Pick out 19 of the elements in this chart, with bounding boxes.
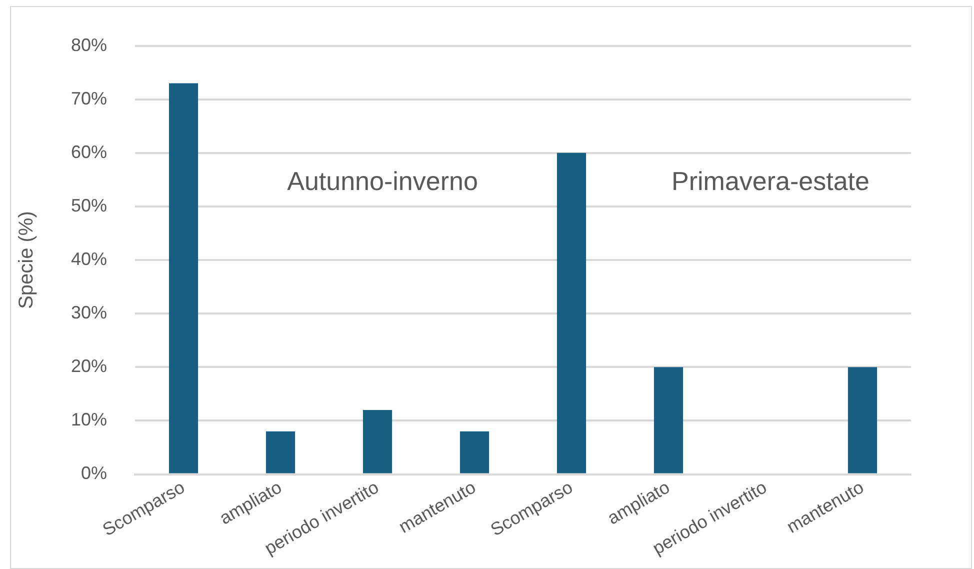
y-tick-label: 10%: [70, 410, 108, 430]
annotation: Primavera-estate: [672, 166, 870, 196]
y-tick-label: 40%: [70, 248, 108, 269]
bar: [654, 367, 684, 474]
y-tick-label: 50%: [70, 195, 108, 216]
y-tick-label: 60%: [70, 142, 108, 162]
y-tick-label: 20%: [70, 356, 108, 376]
bar: [266, 431, 296, 474]
y-tick-label: 30%: [70, 302, 108, 323]
bar: [556, 152, 586, 474]
bar: [848, 367, 878, 474]
y-axis-title: Specie (%): [16, 211, 38, 309]
y-tick-label: 0%: [81, 463, 108, 484]
y-tick-label: 80%: [70, 34, 108, 55]
bar: [168, 83, 198, 474]
y-tick-label: 70%: [70, 88, 108, 108]
bar: [460, 431, 490, 474]
bar: [362, 410, 392, 474]
annotation: Autunno-inverno: [287, 166, 478, 196]
